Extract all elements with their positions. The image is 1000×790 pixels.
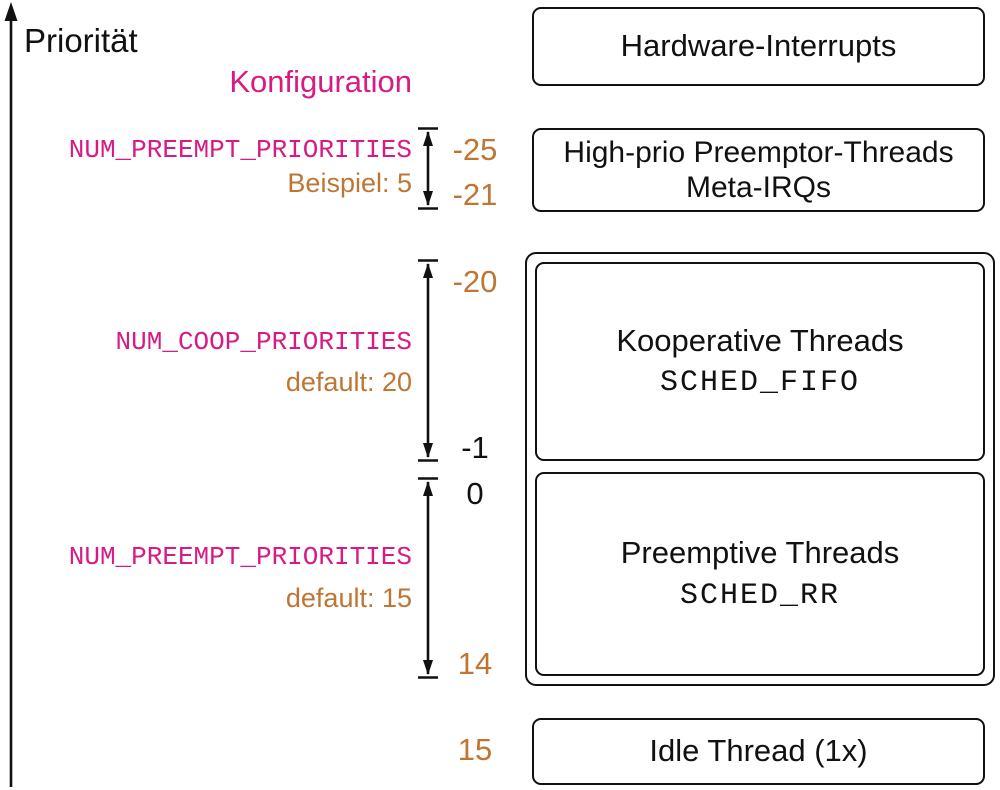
- preemptive-threads-label: Preemptive Threads: [620, 535, 900, 571]
- config-value-preempt-example: Beispiel: 5: [287, 168, 412, 198]
- priority-value-14: 14: [457, 646, 493, 681]
- idle-thread-label: Idle Thread (1x): [649, 733, 868, 769]
- range-arrow-coop: [418, 259, 438, 462]
- priority-value--1: -1: [461, 430, 489, 465]
- preemptive-threads-box: Preemptive Threads SCHED_RR: [535, 472, 985, 676]
- high-prio-preemptor-label: High-prio Preemptor-Threads: [563, 135, 954, 169]
- config-value-coop: default: 20: [285, 367, 412, 397]
- high-prio-preemptor-box: High-prio Preemptor-Threads Meta-IRQs: [532, 128, 985, 212]
- cooperative-threads-box: Kooperative Threads SCHED_FIFO: [535, 262, 985, 461]
- priority-axis-arrow: [4, 2, 18, 787]
- sched-fifo-label: SCHED_FIFO: [659, 366, 861, 401]
- meta-irqs-label: Meta-IRQs: [685, 171, 832, 204]
- range-arrow-preempt-default: [418, 477, 438, 679]
- threads-group-box: [525, 252, 995, 686]
- config-name-preempt-example: NUM_PREEMPT_PRIORITIES: [68, 135, 412, 165]
- priority-value-15: 15: [457, 732, 493, 767]
- priority-value-0: 0: [466, 476, 484, 511]
- hardware-interrupts-label: Hardware-Interrupts: [620, 28, 897, 64]
- cooperative-threads-label: Kooperative Threads: [616, 322, 904, 358]
- priority-value--25: -25: [452, 132, 498, 167]
- range-arrow-preempt-example: [418, 127, 438, 210]
- priority-value--20: -20: [452, 264, 498, 299]
- priority-axis-label: Priorität: [24, 22, 138, 59]
- sched-rr-label: SCHED_RR: [679, 578, 841, 613]
- idle-thread-box: Idle Thread (1x): [532, 718, 985, 785]
- config-name-coop: NUM_COOP_PRIORITIES: [115, 327, 412, 357]
- hardware-interrupts-box: Hardware-Interrupts: [532, 7, 985, 86]
- config-name-preempt-default: NUM_PREEMPT_PRIORITIES: [68, 542, 412, 572]
- konfiguration-heading: Konfiguration: [229, 64, 412, 99]
- priority-value--21: -21: [452, 177, 498, 212]
- config-value-preempt-default: default: 15: [285, 583, 412, 613]
